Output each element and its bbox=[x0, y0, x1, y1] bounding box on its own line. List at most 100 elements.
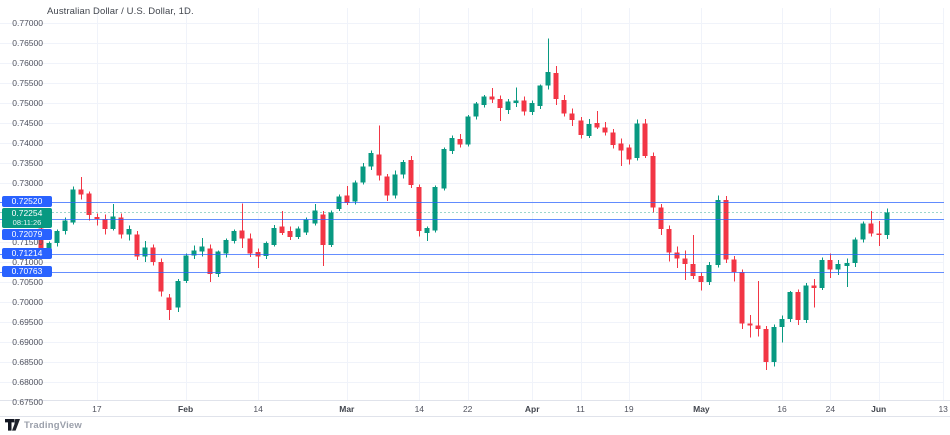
candle-body-down bbox=[134, 234, 140, 257]
price-line-label[interactable]: 0.72079 bbox=[2, 229, 52, 241]
price-axis-label: 0.68500 bbox=[12, 356, 43, 367]
candle-body-up bbox=[424, 228, 430, 233]
candle-body-down bbox=[118, 217, 124, 235]
time-axis-tick: Feb bbox=[178, 404, 194, 414]
price-label-value: 0.70763 bbox=[11, 266, 43, 277]
price-axis-label: 0.70000 bbox=[12, 297, 43, 308]
time-axis-tick: 16 bbox=[777, 404, 787, 414]
candle-body-down bbox=[610, 132, 616, 146]
candle-body-down bbox=[408, 160, 414, 185]
price-axis-label: 0.71000 bbox=[12, 257, 43, 268]
price-line-label[interactable]: 0.71214 bbox=[2, 248, 52, 260]
candle-body-down bbox=[602, 127, 608, 133]
candle-body-down bbox=[279, 226, 285, 233]
candle-body-up bbox=[803, 285, 809, 320]
time-axis-tick: 19 bbox=[624, 404, 634, 414]
time-axis-tick: 17 bbox=[92, 404, 102, 414]
time-scale[interactable]: 17 Feb 14 Mar 14 22 Apr 11 19 May 16 24 Jun 13 bbox=[0, 400, 950, 417]
price-label-value: 0.72079 bbox=[11, 229, 43, 240]
candle-body-up bbox=[481, 96, 487, 105]
candle-body-down bbox=[650, 155, 656, 208]
candle-body-up bbox=[142, 247, 148, 257]
candle-body-down bbox=[618, 143, 624, 151]
candle-body-up bbox=[432, 186, 438, 231]
candle-body-up bbox=[263, 243, 269, 257]
candle-body-up bbox=[706, 265, 712, 283]
candle-body-down bbox=[747, 323, 753, 326]
price-axis-label: 0.73000 bbox=[12, 177, 43, 188]
candle-body-up bbox=[779, 318, 785, 327]
candle-body-down bbox=[521, 100, 527, 112]
candle-body-down bbox=[457, 139, 463, 145]
symbol-legend-title[interactable]: Australian Dollar / U.S. Dollar, 1D. bbox=[47, 6, 194, 17]
candle-body-up bbox=[844, 263, 850, 267]
candle-body-up bbox=[441, 149, 447, 189]
candle-body-up bbox=[400, 161, 406, 175]
candle-body-down bbox=[416, 186, 422, 232]
candle-body-down bbox=[578, 120, 584, 136]
candle-body-up bbox=[715, 200, 721, 265]
candle-body-down bbox=[827, 260, 833, 270]
candle-body-down bbox=[489, 96, 495, 100]
candle-body-up bbox=[62, 220, 68, 232]
candlestick-chart-pane[interactable] bbox=[0, 0, 950, 400]
candle-body-down bbox=[166, 297, 172, 311]
candle-body-down bbox=[569, 113, 575, 120]
candle-body-down bbox=[497, 98, 503, 109]
candle-body-up bbox=[183, 255, 189, 281]
tradingview-logo-icon bbox=[5, 419, 20, 431]
candle-body-up bbox=[852, 239, 858, 263]
candle-body-up bbox=[505, 101, 511, 111]
candle-body-down bbox=[239, 230, 245, 239]
candle-body-up bbox=[312, 210, 318, 224]
candle-body-up bbox=[392, 174, 398, 196]
candle-body-down bbox=[755, 325, 761, 329]
price-axis-label: 0.73500 bbox=[12, 157, 43, 168]
candle-body-down bbox=[658, 207, 664, 230]
time-axis-tick: Apr bbox=[524, 404, 540, 414]
current-price-label: 0.72254 08:11:26 bbox=[2, 208, 52, 229]
candle-body-up bbox=[513, 100, 519, 103]
candle-body-up bbox=[231, 230, 237, 242]
candle-body-down bbox=[811, 285, 817, 289]
candle-body-up bbox=[303, 219, 309, 233]
candle-body-up bbox=[537, 85, 543, 106]
time-axis-tick: 14 bbox=[253, 404, 263, 414]
tradingview-logo[interactable]: TradingView bbox=[5, 419, 82, 431]
candle-body-down bbox=[86, 193, 92, 216]
candle-body-up bbox=[449, 137, 455, 151]
candle-body-down bbox=[674, 252, 680, 259]
price-axis-label: 0.68000 bbox=[12, 376, 43, 387]
candle-body-up bbox=[368, 153, 374, 167]
candle-body-down bbox=[731, 259, 737, 273]
candle-body-down bbox=[763, 328, 769, 362]
time-axis-tick: Mar bbox=[339, 404, 355, 414]
candle-body-down bbox=[795, 292, 801, 320]
candle-body-down bbox=[158, 261, 164, 292]
candle-body-up bbox=[199, 246, 205, 252]
candle-body-down bbox=[868, 223, 874, 234]
candle-body-up bbox=[191, 250, 197, 256]
candle-body-up bbox=[771, 326, 777, 362]
tradingview-logo-text: TradingView bbox=[24, 419, 82, 431]
candle-body-up bbox=[465, 116, 471, 145]
price-axis-label: 0.70500 bbox=[12, 277, 43, 288]
candle-body-up bbox=[223, 239, 229, 254]
price-axis-label: 0.74000 bbox=[12, 137, 43, 148]
bar-countdown-timer: 08:11:26 bbox=[12, 218, 42, 228]
time-axis-tick: 13 bbox=[938, 404, 948, 414]
candle-body-up bbox=[545, 72, 551, 86]
candle-body-up bbox=[884, 212, 890, 235]
time-axis-tick: 14 bbox=[414, 404, 425, 414]
price-line-label[interactable]: 0.72520 bbox=[2, 196, 52, 208]
candle-body-down bbox=[207, 248, 213, 274]
time-axis-tick: 11 bbox=[576, 404, 585, 414]
price-line-label[interactable]: 0.70763 bbox=[2, 266, 52, 278]
candle-body-up bbox=[586, 124, 592, 136]
candle-body-down bbox=[376, 154, 382, 176]
candle-body-down bbox=[876, 233, 882, 235]
price-axis-label: 0.75500 bbox=[12, 78, 43, 88]
candle-body-down bbox=[682, 258, 688, 264]
candle-body-up bbox=[529, 102, 535, 113]
